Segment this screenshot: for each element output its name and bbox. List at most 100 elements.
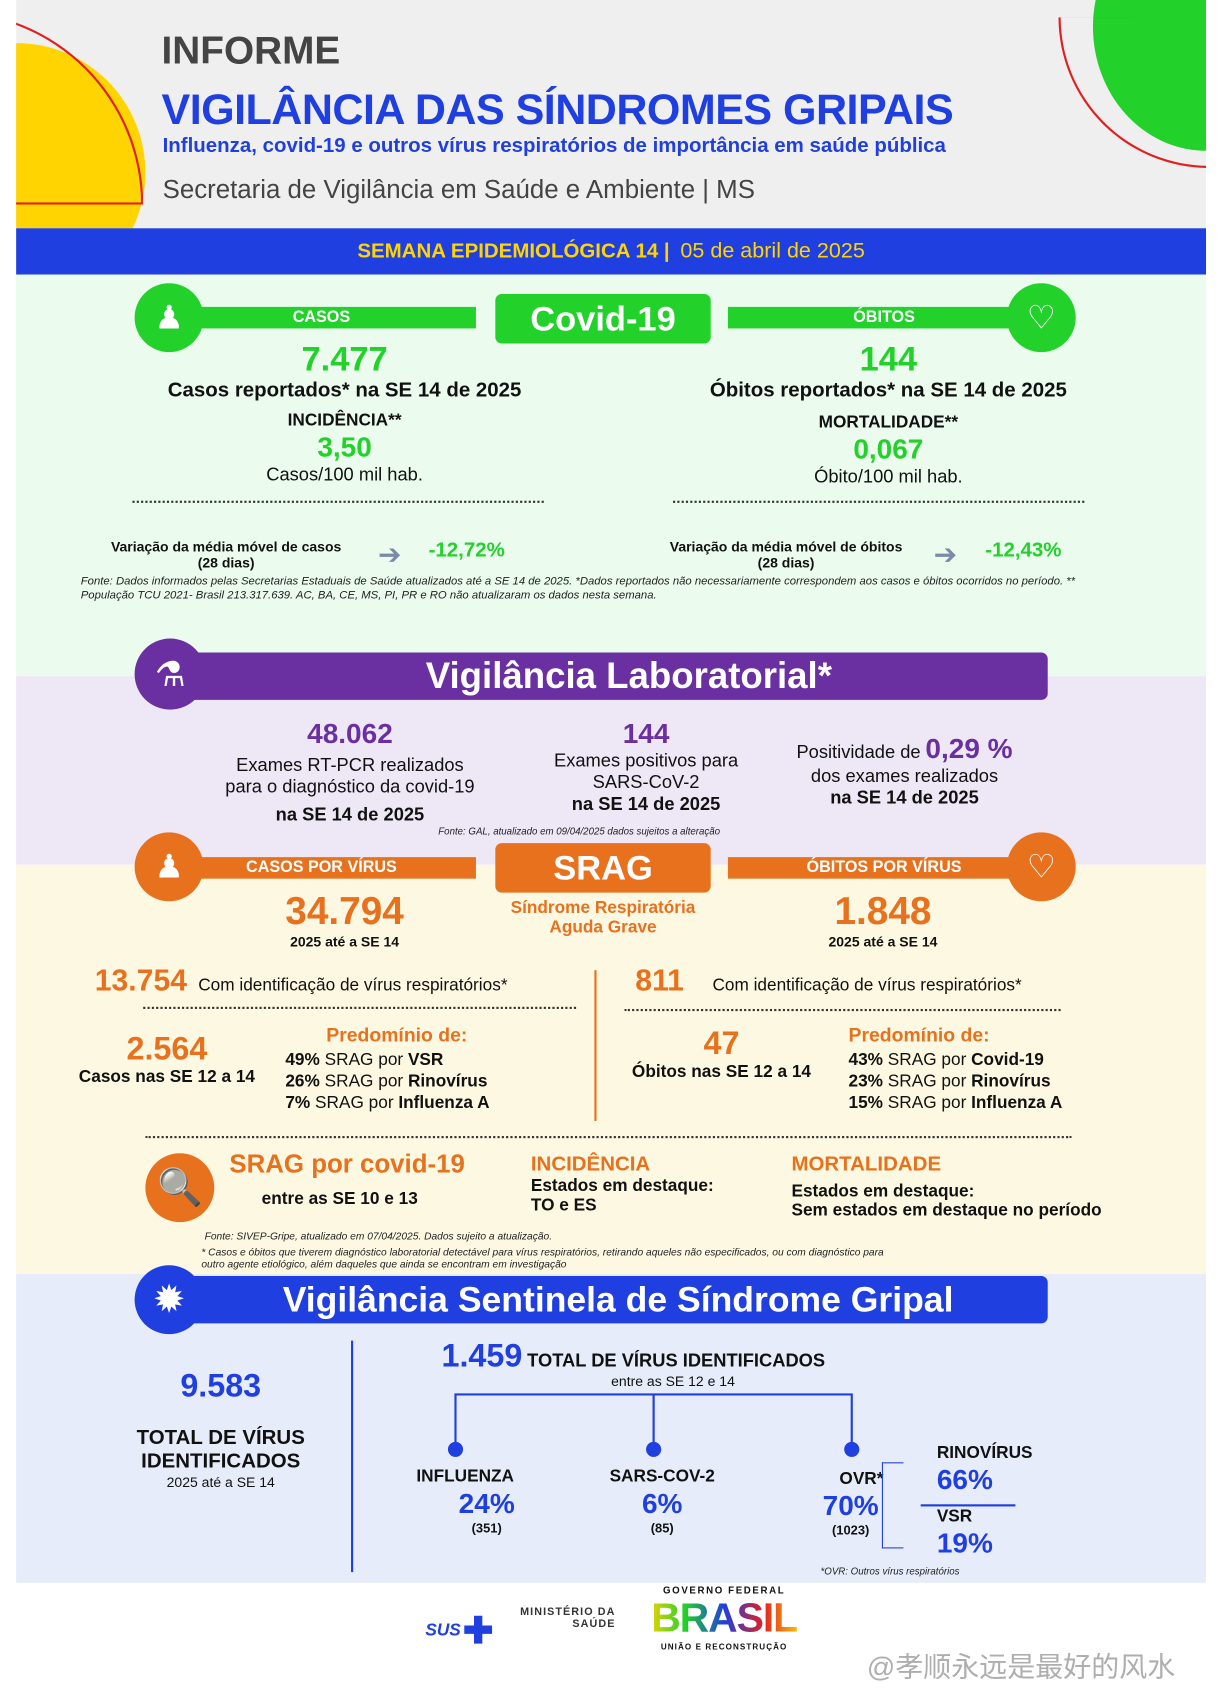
covid-source: Fonte: Dados informados pelas Secretaria… <box>80 575 1076 602</box>
vertical-divider <box>351 1340 354 1573</box>
positivity-value: 0,29 % <box>925 732 1013 765</box>
virus-count: (1023) <box>831 1522 870 1538</box>
srag-cases-recent-label: Casos nas SE 12 a 14 <box>78 1068 256 1087</box>
ovr-pct: 66% <box>936 1463 993 1496</box>
ministry-line1: MINISTÉRIO DA <box>520 1606 616 1619</box>
srag-deaths-recent-label: Óbitos nas SE 12 a 14 <box>631 1062 811 1082</box>
virus-pct: 70% <box>822 1489 879 1522</box>
positivity-line3: na SE 14 de 2025 <box>830 787 979 808</box>
arrow-right-icon: ➔ <box>377 538 402 571</box>
exams-value: 48.062 <box>307 717 393 750</box>
people-icon: ♟ <box>134 832 204 902</box>
page-subtitle: Influenza, covid-19 e outros vírus respi… <box>162 134 946 158</box>
brasil-logo: GOVERNO FEDERAL BRASIL UNIÃO E RECONSTRU… <box>646 1585 802 1652</box>
predominance-text: SRAG por <box>883 1072 972 1091</box>
positive-line2: SARS-CoV-2 <box>592 772 700 793</box>
predominance-pct: 23% <box>848 1072 884 1091</box>
exams-line2: para o diagnóstico da covid-19 <box>225 776 475 797</box>
ovr-name: RINOVÍRUS <box>936 1443 1033 1463</box>
predominance-pct: 49% <box>285 1050 320 1070</box>
incidence-label: INCIDÊNCIA** <box>287 411 402 430</box>
cases-desc: Casos reportados* na SE 14 de 2025 <box>167 379 522 402</box>
virus-name: SARS-COV-2 <box>609 1467 715 1486</box>
mortality-line1: Estados em destaque: <box>791 1182 975 1201</box>
brasil-text: BRASIL <box>646 1596 802 1642</box>
incidence-value: 3,50 <box>317 430 372 464</box>
positive-value: 144 <box>622 717 670 750</box>
predominance-pct: 15% <box>848 1094 884 1113</box>
virus-count: (351) <box>471 1520 502 1536</box>
ovr-note: *OVR: Outros vírus respiratórios <box>820 1565 960 1577</box>
predominance-item: 7% SRAG por Influenza A <box>285 1093 489 1115</box>
lab-section: Vigilância Laboratorial* ⚗ 48.062 Exames… <box>16 638 1207 865</box>
srag-note: * Casos e óbitos que tiverem diagnóstico… <box>201 1246 884 1271</box>
sus-logo: SUS ✚ <box>425 1610 493 1653</box>
predominance-item: 23% SRAG por Rinovírus <box>849 1071 1063 1093</box>
predominance-pct: 7% <box>285 1094 311 1113</box>
srag-deaths-predominance-title: Predomínio de: <box>848 1024 990 1046</box>
deaths-desc: Óbitos reportados* na SE 14 de 2025 <box>709 379 1067 402</box>
heart-icon: ♡ <box>1006 283 1076 353</box>
people-icon: ♟ <box>134 283 204 353</box>
week-bar: SEMANA EPIDEMIOLÓGICA 14 | 05 de abril d… <box>16 228 1207 275</box>
cases-label: CASOS <box>292 307 351 327</box>
exams-line1: Exames RT-PCR realizados <box>236 754 464 776</box>
arrow-right-icon: ➔ <box>933 538 958 571</box>
sentinel-total-value: 9.583 <box>180 1368 262 1405</box>
srag-deaths-period: 2025 até a SE 14 <box>828 933 938 950</box>
sus-text: SUS <box>425 1621 461 1640</box>
ministry-line2: SAÚDE <box>572 1618 616 1631</box>
positive-line3: na SE 14 de 2025 <box>571 793 721 815</box>
cases-value: 7.477 <box>301 339 388 378</box>
positivity-prefix: Positividade de <box>796 741 921 763</box>
srag-subtitle2: Aguda Grave <box>549 918 657 937</box>
mortality-label: MORTALIDADE** <box>818 413 959 432</box>
predominance-virus: Covid-19 <box>971 1050 1044 1070</box>
srag-covid-period: entre as SE 10 e 13 <box>261 1189 418 1209</box>
sentinel-total-period: 2025 até a SE 14 <box>166 1474 275 1491</box>
incidence-title: INCIDÊNCIA <box>530 1153 651 1176</box>
predominance-text: SRAG por <box>319 1072 408 1091</box>
predominance-text: SRAG por <box>319 1050 408 1070</box>
predominance-virus: Influenza A <box>398 1094 490 1113</box>
divider <box>143 1006 577 1009</box>
mortality-unit: Óbito/100 mil hab. <box>814 466 963 487</box>
virus-name: OVR* <box>839 1469 884 1489</box>
predominance-item: 15% SRAG por Influenza A <box>849 1093 1063 1115</box>
watermark: @孝顺永远是最好的风水 <box>866 1650 1176 1684</box>
sentinel-title: Vigilância Sentinela de Síndrome Gripal <box>166 1276 1048 1324</box>
test-tube-icon: ⚗ <box>134 638 206 710</box>
virus-count: (85) <box>650 1520 674 1536</box>
srag-title: SRAG <box>495 843 711 893</box>
virus-pct: 24% <box>458 1487 515 1520</box>
lab-title: Vigilância Laboratorial* <box>166 652 1048 700</box>
deaths-variation-value: -12,43% <box>985 539 1062 563</box>
lab-source: Fonte: GAL, atualizado em 09/04/2025 dad… <box>438 825 721 837</box>
sentinel-recent-label: TOTAL DE VÍRUS IDENTIFICADOS <box>527 1350 826 1371</box>
srag-cases-bar: CASOS POR VÍRUS <box>166 857 476 879</box>
mortality-value: 0,067 <box>853 432 924 466</box>
predominance-text: SRAG por <box>883 1094 972 1113</box>
cases-variation-value: -12,72% <box>428 539 505 563</box>
srag-cases-label: CASOS POR VÍRUS <box>246 858 397 877</box>
predominance-text: SRAG por <box>883 1050 972 1070</box>
predominance-virus: Rinovírus <box>407 1072 488 1091</box>
predominance-item: 43% SRAG por Covid-19 <box>849 1050 1063 1072</box>
predominance-text: SRAG por <box>310 1094 399 1113</box>
srag-cases-value: 34.794 <box>285 888 404 933</box>
positive-line1: Exames positivos para <box>553 750 739 771</box>
sentinel-section: Vigilância Sentinela de Síndrome Gripal … <box>16 1265 1207 1583</box>
exams-line3: na SE 14 de 2025 <box>275 804 425 825</box>
ministry-logo: MINISTÉRIO DA SAÚDE <box>520 1607 615 1631</box>
divider <box>145 1136 1072 1139</box>
tree-connector <box>447 1393 860 1457</box>
srag-deaths-label: ÓBITOS POR VÍRUS <box>806 858 962 877</box>
srag-cases-identified-label: Com identificação de vírus respiratórios… <box>198 976 508 995</box>
srag-section: CASOS POR VÍRUS ♟ SRAG ÓBITOS POR VÍRUS … <box>16 832 1207 1274</box>
srag-cases-period: 2025 até a SE 14 <box>290 933 400 950</box>
footer: SUS ✚ MINISTÉRIO DA SAÚDE GOVERNO FEDERA… <box>16 1582 1207 1689</box>
header: INFORME VIGILÂNCIA DAS SÍNDROMES GRIPAIS… <box>16 0 1207 229</box>
ovr-name: VSR <box>936 1507 973 1526</box>
cases-bar: CASOS <box>166 306 476 329</box>
srag-subtitle1: Síndrome Respiratória <box>510 899 696 918</box>
